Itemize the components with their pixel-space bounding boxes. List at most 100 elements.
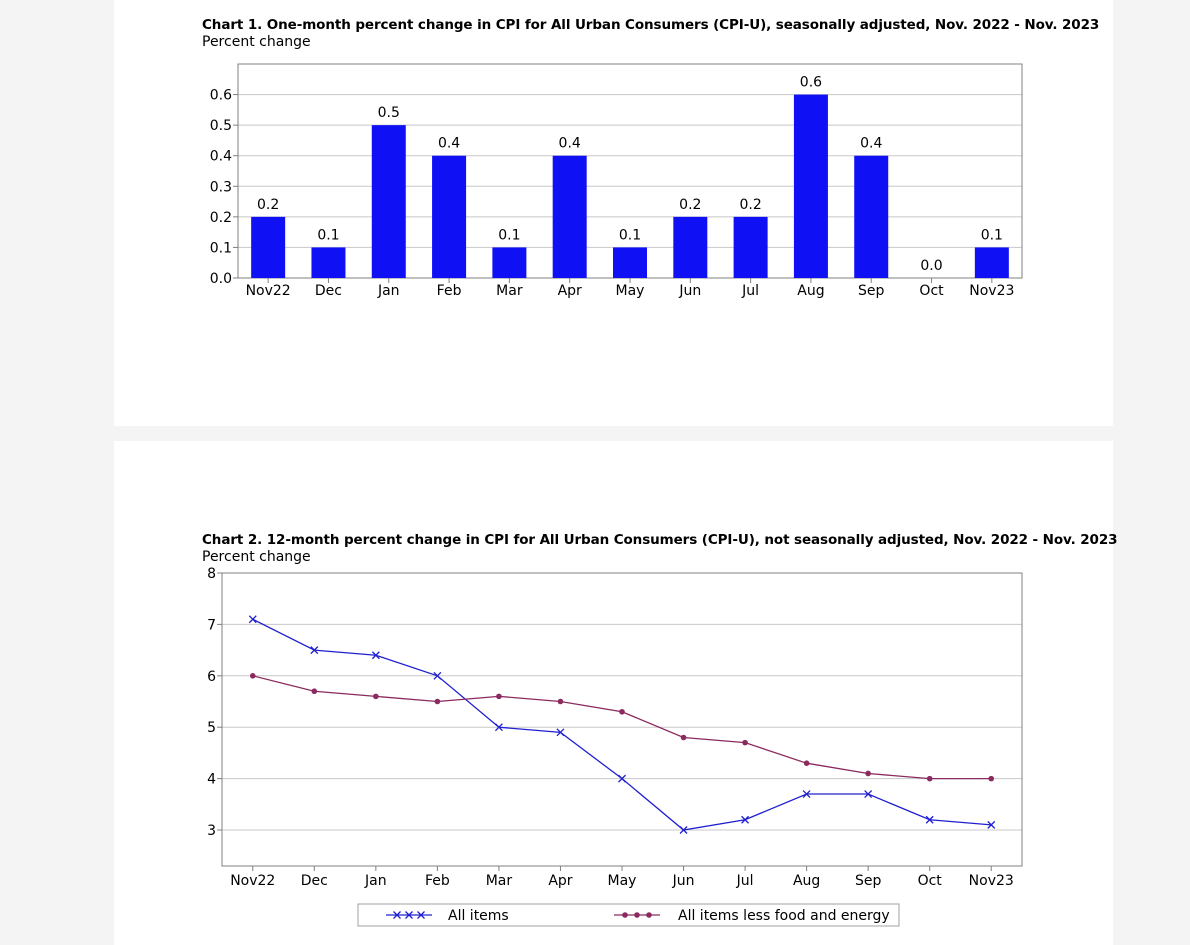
legend-marker-1: [393, 911, 401, 919]
x-tick-label: Oct: [919, 283, 944, 299]
legend-marker-2: [622, 912, 628, 918]
y-tick-label: 4: [207, 772, 216, 788]
data-label: 0.4: [438, 136, 460, 152]
y-tick-label: 0.6: [210, 88, 232, 104]
data-label: 0.1: [498, 227, 520, 243]
data-label: 0.0: [920, 258, 942, 274]
chart1-subtitle: Percent change: [202, 34, 311, 50]
chart2-line-chart: 3 4 5 6 7 8 Nov22 Dec Jan Feb Mar Apr May Jun Jul Aug Se…: [207, 566, 1023, 927]
x-tick-label: Jun: [672, 873, 695, 889]
series-1-point: [371, 651, 380, 660]
series-2-point: [680, 734, 687, 741]
y-tick-label: 0.0: [210, 271, 232, 287]
series-1-point: [248, 615, 257, 624]
series-1-point: [741, 815, 750, 824]
x-tick-label: Jun: [678, 283, 701, 299]
series-1-point: [494, 723, 503, 732]
series-1-point: [987, 820, 996, 829]
chart1-title: Chart 1. One-month percent change in CPI…: [202, 17, 1100, 33]
series-2-point: [988, 775, 995, 782]
x-tick-label: Apr: [548, 873, 572, 889]
x-tick-label: Feb: [425, 873, 450, 889]
x-tick-label: Feb: [437, 283, 462, 299]
series-2-point: [311, 688, 318, 695]
bar: [974, 247, 1009, 278]
series-2-point: [496, 693, 502, 700]
x-tick-label: May: [608, 873, 637, 889]
chart2-subtitle: Percent change: [202, 549, 311, 565]
data-label: 0.1: [981, 227, 1003, 243]
bar: [492, 247, 527, 278]
y-tick-label: 8: [207, 566, 216, 582]
data-label: 0.2: [679, 197, 701, 213]
legend-marker-1: [405, 911, 413, 919]
x-tick-label: Jan: [377, 283, 400, 299]
series-2-point: [557, 698, 564, 705]
data-label: 0.6: [800, 75, 822, 91]
x-tick-label: Apr: [558, 283, 582, 299]
data-label: 0.4: [559, 136, 581, 152]
plot-frame: [237, 63, 1023, 279]
x-tick-label: Jan: [364, 873, 387, 889]
chart2-panel: Chart 2. 12-month percent change in CPI …: [114, 441, 1118, 945]
series-1-point: [618, 774, 626, 783]
bar: [854, 155, 889, 278]
y-tick-label: 0.5: [210, 118, 232, 134]
series-1-point: [925, 815, 934, 824]
series-1-point: [433, 671, 442, 680]
chart1-bar-chart: 0.0 0.1 0.2 0.3 0.4 0.5 0.6 0.2 Nov22 0.1 Dec 0.5 Ja…: [210, 63, 1023, 299]
bar: [613, 247, 647, 278]
chart1-panel: Chart 1. One-month percent change in CPI…: [114, 0, 1113, 426]
series-1-point: [679, 826, 688, 834]
legend-marker-2: [634, 912, 640, 918]
legend-marker-2: [646, 912, 652, 918]
series-2-point: [926, 775, 933, 782]
series-2-point: [742, 739, 748, 746]
bar: [673, 216, 708, 278]
bar: [793, 94, 828, 278]
x-tick-label: Jul: [736, 873, 754, 889]
series-2-point: [373, 693, 379, 700]
legend-marker-1: [417, 911, 425, 919]
data-label: 0.2: [257, 197, 279, 213]
y-tick-label: 0.1: [210, 240, 232, 256]
bar: [552, 155, 587, 278]
x-tick-label: Aug: [797, 283, 824, 299]
x-tick-label: May: [616, 283, 645, 299]
bar: [733, 216, 768, 278]
series-1-point: [556, 728, 565, 737]
x-tick-label: Nov23: [969, 283, 1014, 299]
x-tick-label: Dec: [301, 873, 328, 889]
legend-label-1: All items: [448, 908, 509, 924]
series-line-1: [252, 618, 992, 831]
series-1-point: [864, 790, 873, 798]
x-tick-label: Sep: [858, 283, 885, 299]
y-tick-label: 0.4: [210, 149, 232, 165]
data-label: 0.4: [860, 136, 882, 152]
bar: [311, 247, 346, 278]
data-label: 0.5: [378, 105, 400, 121]
series-2-point: [249, 673, 256, 679]
data-label: 0.2: [739, 197, 761, 213]
y-tick-label: 0.2: [210, 210, 232, 226]
x-tick-label: Mar: [486, 873, 513, 889]
y-tick-label: 0.3: [210, 179, 232, 195]
bar: [432, 155, 467, 278]
plot-frame: [221, 572, 1023, 867]
x-tick-label: Mar: [496, 283, 523, 299]
x-tick-label: Sep: [855, 873, 882, 889]
series-1-point: [310, 646, 319, 655]
series-2-point: [434, 698, 441, 705]
x-tick-label: Oct: [918, 873, 943, 889]
y-tick-label: 6: [207, 669, 216, 685]
series-1-point: [802, 790, 811, 798]
y-tick-label: 3: [207, 823, 216, 839]
chart2-title: Chart 2. 12-month percent change in CPI …: [202, 532, 1118, 548]
x-tick-label: Aug: [793, 873, 820, 889]
x-tick-label: Nov22: [246, 283, 291, 299]
x-tick-label: Dec: [315, 283, 342, 299]
bar: [251, 216, 286, 278]
series-2-point: [803, 760, 810, 766]
y-tick-label: 7: [207, 617, 216, 633]
x-tick-label: Jul: [741, 283, 759, 299]
